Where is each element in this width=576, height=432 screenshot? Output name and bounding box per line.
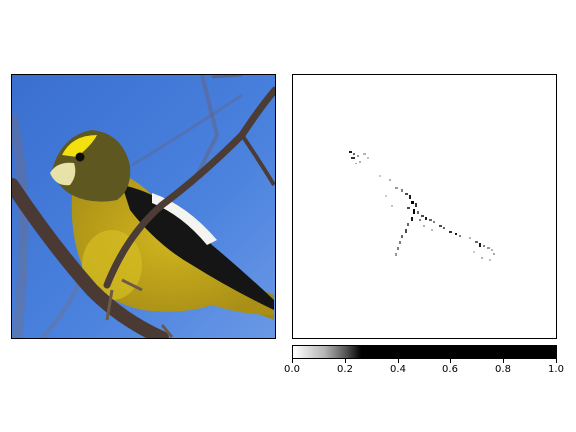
branch-upper [103,86,275,289]
colorbar-tick-label: 1.0 [548,364,564,375]
bird-photo-illustration [12,75,275,338]
bird-beak [50,162,76,186]
bird-eyebrow [62,135,97,157]
bird-wing [122,185,274,310]
colorbar-tick [503,359,504,363]
colorbar-tick [345,359,346,363]
colorbar-tick-label: 0.4 [390,364,406,375]
branch-lower [12,178,169,338]
saliency-points [349,151,495,261]
colorbar-tick [398,359,399,363]
colorbar-tick [556,359,557,363]
colorbar [292,345,557,359]
wing-white-patch [152,193,217,245]
colorbar-tick [450,359,451,363]
colorbar-gradient [293,346,556,358]
colorbar-tick-label: 0.6 [442,364,458,375]
colorbar-tick [292,359,293,363]
colorbar-tick-label: 0.0 [284,364,300,375]
bird-photo [11,74,276,339]
colorbar-tick-label: 0.2 [337,364,353,375]
colorbar-tick-label: 0.8 [495,364,511,375]
saliency-map [292,74,557,339]
saliency-map-plot [349,151,495,261]
bird-eye [75,152,85,162]
